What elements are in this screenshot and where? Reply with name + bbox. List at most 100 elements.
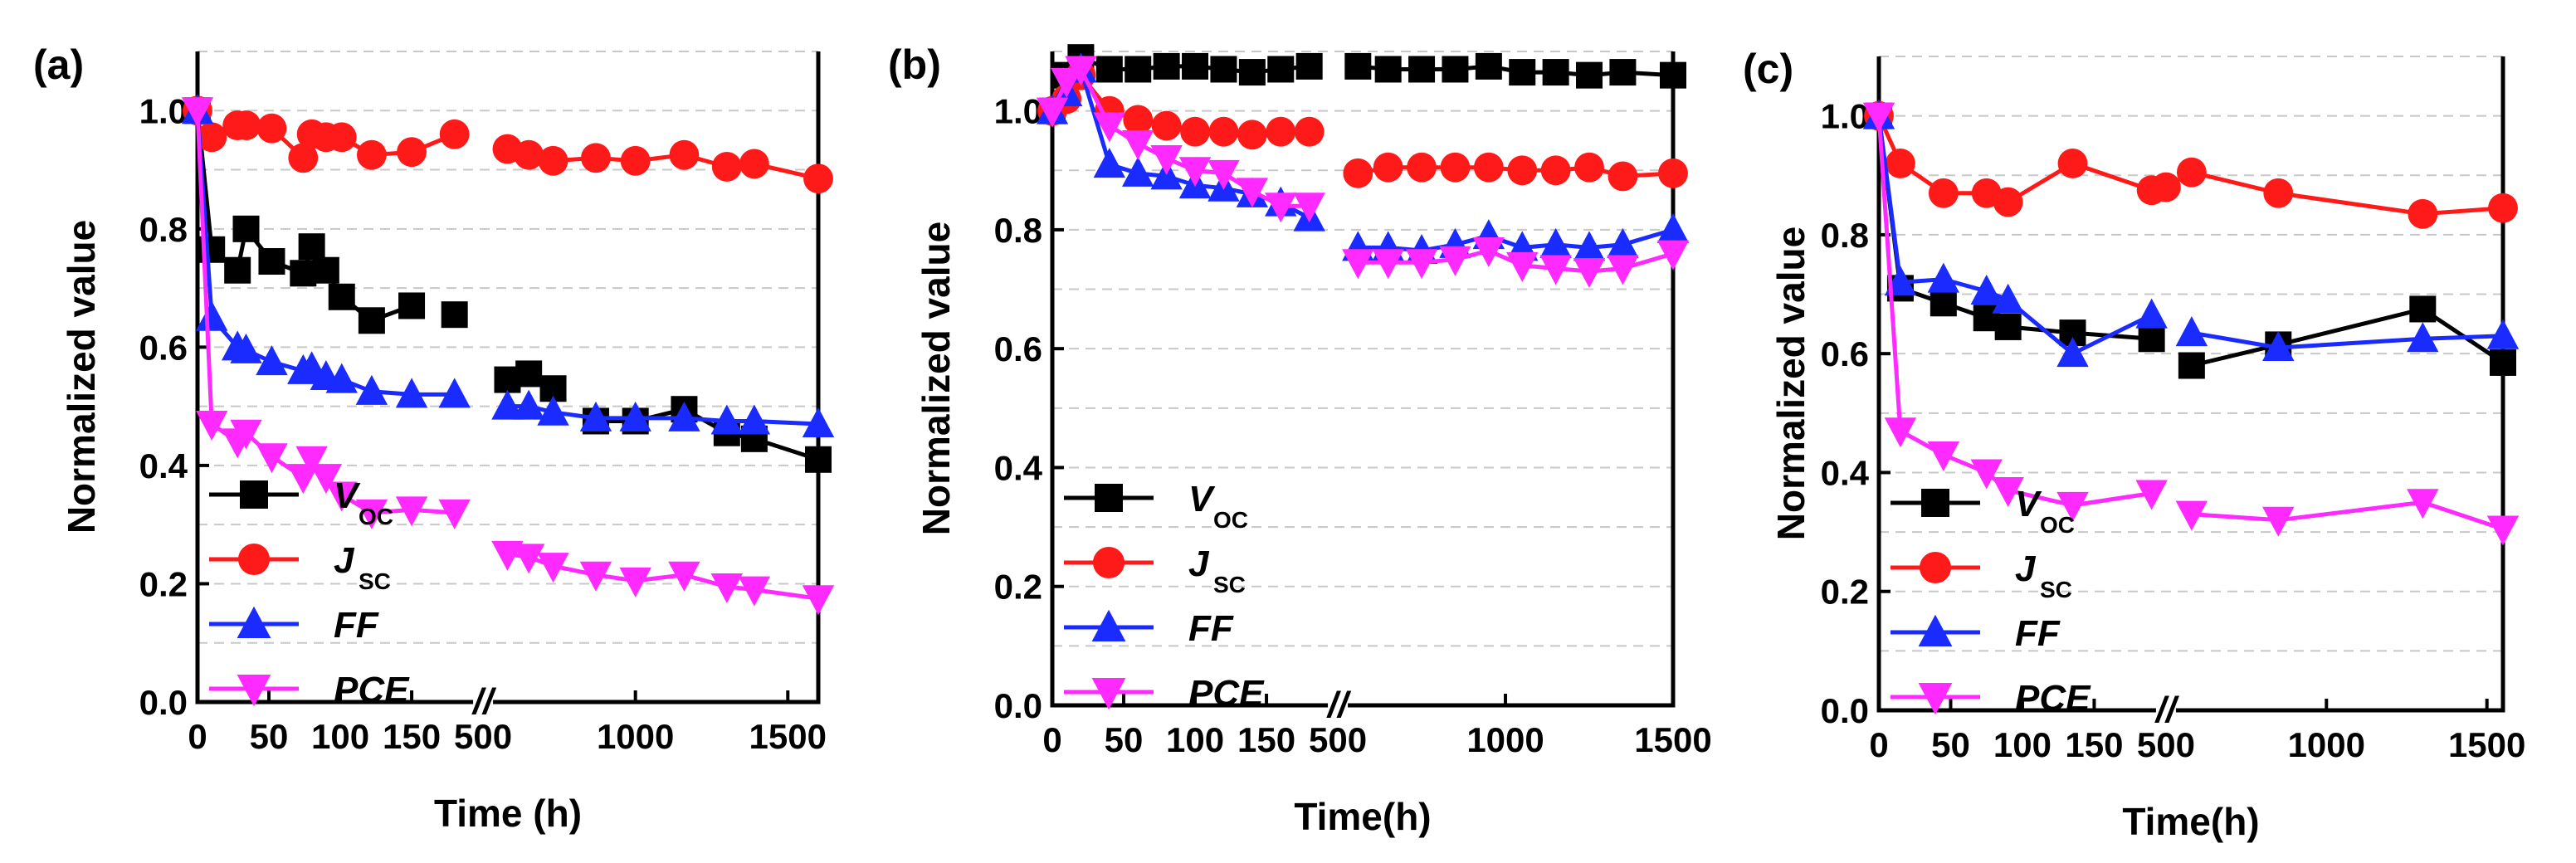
y-tick-label: 0.6 [994,329,1042,368]
x-axis-label: Time (h) [434,792,582,835]
axis-break-mark: // [1326,685,1352,725]
data-point-pce [1884,417,1917,448]
data-point-ff [395,378,428,408]
data-point-voc [1509,59,1536,86]
data-point-ff [2262,331,2295,362]
data-point-pce [1372,249,1404,280]
data-point-ff [2486,319,2520,349]
data-point-pce [1607,255,1639,285]
data-point-jsc [1574,152,1604,183]
data-point-ff [710,404,744,435]
data-point-pce [1051,67,1083,98]
data-point-pce [579,561,612,592]
data-point-pce [310,464,343,495]
x-tick-label: 0 [1042,720,1061,759]
data-point-jsc [197,122,227,153]
data-point-voc [232,215,260,242]
y-tick-label: 0.4 [994,448,1043,487]
legend-item-jsc: JSC [209,540,391,594]
y-tick-label: 0.0 [994,686,1042,725]
data-point-pce [2262,506,2295,537]
data-point-pce [181,97,214,128]
y-tick-label: 0.4 [1821,453,1870,492]
legend-label-subscript: SC [2040,577,2072,602]
data-point-voc [1609,59,1637,86]
data-point-pce [1065,56,1097,86]
data-point-pce [1405,249,1438,280]
data-point-jsc [1151,110,1182,141]
data-point-voc [805,446,832,473]
data-point-pce [355,499,388,529]
data-point-ff [619,401,651,432]
data-point-pce [1236,178,1269,208]
data-point-pce [710,573,744,604]
y-tick-label: 0.0 [139,683,188,722]
legend-label: FF [2015,613,2061,654]
data-point-pce [1539,255,1572,285]
data-point-jsc [514,139,544,170]
data-point-voc [224,256,251,284]
series-jsc [1864,100,2518,229]
data-point-voc [1238,59,1266,86]
legend-label: J [334,540,355,581]
data-point-pce [802,585,835,616]
data-point-ff [438,378,471,408]
data-point-pce [2407,489,2439,519]
data-point-jsc [1407,152,1437,183]
data-point-pce [1439,246,1471,276]
data-point-jsc [1237,119,1267,150]
x-tick-label: 500 [454,717,512,756]
panel-label: (a) [33,41,84,88]
y-tick-label: 0.0 [1821,691,1869,730]
data-point-voc [290,260,317,287]
x-tick-label: 0 [188,717,207,756]
data-point-pce [1506,251,1539,282]
legend-item-voc: VOC [209,475,393,529]
y-tick-label: 0.2 [1821,573,1869,612]
legend-item-ff: FF [209,605,379,646]
legend-label: V [334,475,361,516]
data-point-pce [1036,97,1069,128]
data-point-pce [1927,441,1960,471]
panel-label: (b) [888,41,941,88]
data-point-jsc [1658,158,1688,188]
y-axis-label: Normalized value [1769,227,1812,540]
data-point-pce [325,481,358,512]
x-tick-label: 1500 [2448,725,2525,764]
data-point-voc [328,283,355,310]
data-point-ff [491,389,524,420]
axis-break-gap [2155,699,2176,722]
data-point-jsc [1540,155,1571,186]
x-axis-label: Time(h) [1294,795,1431,838]
data-point-jsc [581,143,611,173]
series-line-jsc [2164,170,2504,217]
data-point-pce [1342,249,1374,280]
y-axis-label: Normalized value [60,220,103,534]
x-tick-label: 1500 [749,717,827,756]
data-point-ff [256,345,288,376]
legend-marker [1091,678,1126,710]
data-point-jsc [1266,116,1296,147]
data-point-pce [512,544,545,574]
data-point-ff [2407,322,2439,353]
data-point-jsc [2176,157,2207,188]
x-tick-label: 500 [2137,725,2195,764]
data-point-ff [1927,262,1960,293]
data-point-voc [1125,56,1152,83]
data-point-jsc [231,110,261,141]
axes-frame [1876,56,2505,713]
data-point-pce [1992,476,2024,507]
data-point-voc [1408,56,1436,83]
data-point-jsc [2488,193,2518,223]
data-point-ff [537,395,569,426]
data-point-pce [1265,193,1297,223]
data-point-jsc [2057,149,2088,178]
legend-marker [1095,484,1123,512]
y-tick-label: 0.8 [994,211,1042,250]
data-point-jsc [1608,161,1638,192]
data-point-jsc [1473,152,1504,183]
data-point-jsc [739,149,769,179]
data-point-jsc [288,143,319,173]
x-tick-label: 100 [1993,725,2052,764]
legend-marker [237,543,271,576]
